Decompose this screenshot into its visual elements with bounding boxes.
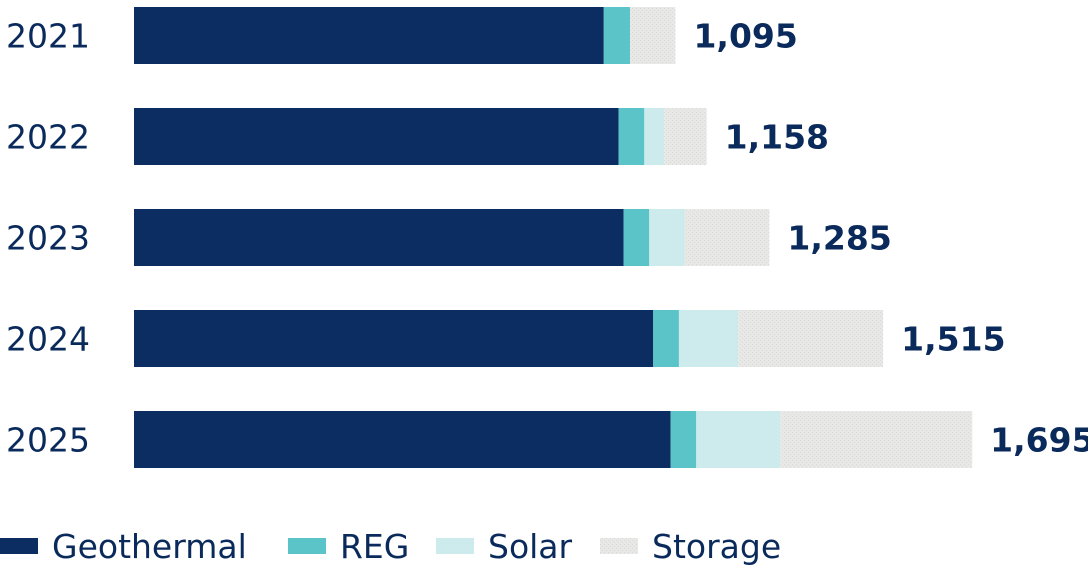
bar-2023-solar (649, 209, 685, 266)
bar-2025-storage (780, 411, 973, 468)
year-label-2024: 2024 (6, 320, 90, 359)
total-label-2022: 1,158 (725, 118, 829, 157)
legend-swatch-reg (288, 538, 326, 554)
bar-2021-storage (629, 7, 676, 64)
bar-2022-solar (644, 108, 665, 165)
year-label-2022: 2022 (6, 118, 90, 157)
bar-2023-storage (684, 209, 770, 266)
bar-2024-storage (738, 310, 884, 367)
bar-2024-geothermal (134, 310, 654, 367)
bar-2023-reg (623, 209, 650, 266)
bar-2022-reg (618, 108, 645, 165)
bars-group (134, 7, 973, 468)
legend-swatch-solar (436, 538, 474, 554)
bar-2021-geothermal (134, 7, 604, 64)
total-label-2023: 1,285 (787, 219, 891, 258)
bar-2024-solar (678, 310, 739, 367)
bar-2025-reg (670, 411, 697, 468)
legend-label-storage: Storage (652, 527, 781, 566)
legend-label-reg: REG (340, 527, 409, 566)
total-label-2025: 1,695 (990, 421, 1088, 460)
year-label-2023: 2023 (6, 219, 90, 258)
labels-group: 2021 1,095 2022 1,158 2023 1,285 2024 1,515 2025… (6, 17, 1088, 460)
bar-2022-geothermal (134, 108, 619, 165)
legend-swatch-geothermal (0, 538, 38, 554)
legend-swatch-storage (600, 538, 638, 554)
bar-2023-geothermal (134, 209, 624, 266)
year-label-2025: 2025 (6, 421, 90, 460)
bar-2025-geothermal (134, 411, 671, 468)
bar-2021-reg (603, 7, 630, 64)
total-label-2024: 1,515 (901, 320, 1005, 359)
bar-2022-storage (664, 108, 707, 165)
total-label-2021: 1,095 (693, 17, 797, 56)
legend-label-solar: Solar (488, 527, 573, 566)
legend-label-geothermal: Geothermal (52, 527, 247, 566)
bar-2024-reg (653, 310, 679, 367)
year-label-2021: 2021 (6, 17, 90, 56)
bar-2025-solar (696, 411, 781, 468)
legend: Geothermal REG Solar Storage (0, 527, 781, 566)
